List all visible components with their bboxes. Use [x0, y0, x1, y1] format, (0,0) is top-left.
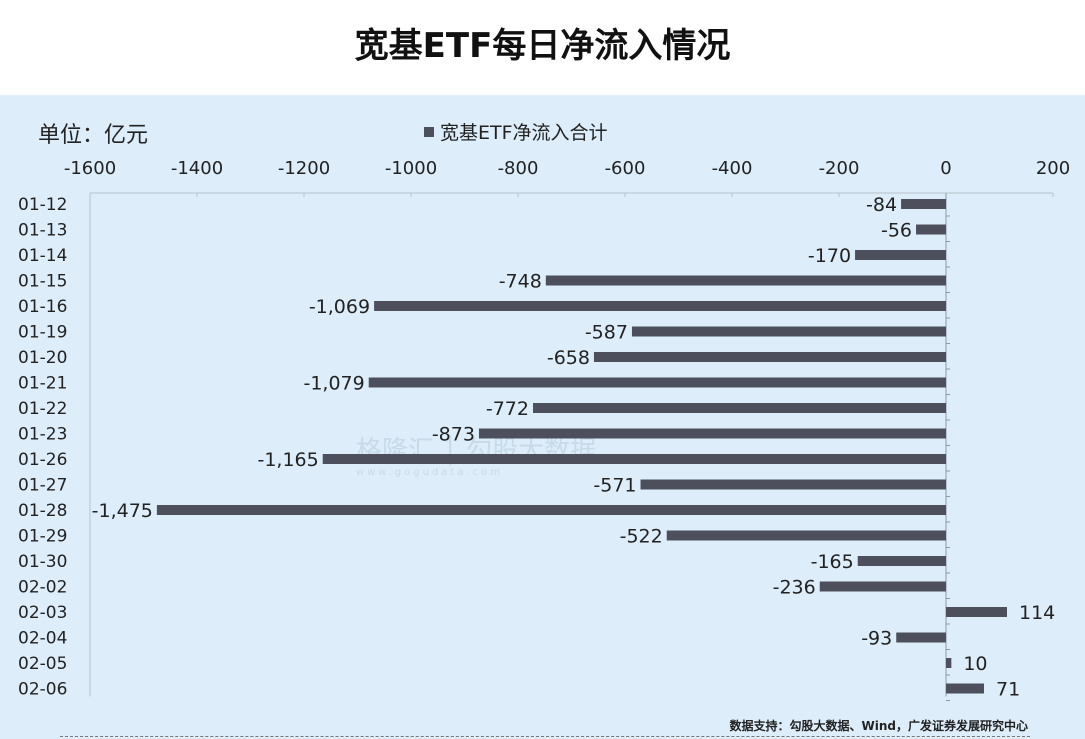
data-label: 71 [996, 679, 1020, 701]
y-category-label: 01-14 [18, 246, 67, 266]
page-title: 宽基ETF每日净流入情况 [354, 26, 731, 66]
y-category-label: 01-22 [18, 399, 67, 419]
y-category-label: 02-02 [18, 578, 67, 598]
x-tick-label: -800 [498, 158, 539, 179]
data-label: -56 [881, 220, 912, 242]
bar [156, 505, 946, 515]
x-tick-label: -1600 [64, 158, 116, 179]
bar [532, 403, 946, 413]
bar [593, 352, 946, 362]
x-tick-label: 200 [1036, 158, 1070, 179]
y-category-label: 02-05 [18, 654, 67, 674]
x-tick-label: -600 [605, 158, 646, 179]
bar [666, 530, 946, 541]
bar [368, 377, 946, 388]
watermark-sub: www.gogudata.com [356, 467, 504, 478]
bar [946, 658, 952, 668]
bar [946, 607, 1007, 617]
data-label: -1,475 [92, 500, 153, 522]
y-category-label: 01-26 [18, 450, 67, 470]
y-category-label: 01-16 [18, 297, 67, 317]
bar [855, 250, 946, 260]
x-tick-label: -1200 [278, 158, 330, 179]
header-band [0, 0, 1085, 95]
y-category-label: 01-13 [18, 221, 67, 241]
bar [640, 479, 946, 490]
x-tick-label: -1000 [385, 158, 437, 179]
legend-label: 宽基ETF净流入合计 [440, 122, 608, 144]
data-label: -658 [547, 347, 590, 369]
data-label: -170 [808, 245, 851, 267]
data-label: -571 [593, 475, 636, 497]
y-category-label: 02-04 [18, 629, 67, 649]
bar [946, 683, 984, 694]
bar [896, 632, 946, 643]
bar [322, 454, 947, 464]
y-category-label: 01-29 [18, 527, 67, 547]
data-label: -587 [585, 322, 628, 344]
data-label: -772 [486, 398, 529, 420]
y-category-label: 01-20 [18, 348, 67, 368]
x-tick-label: 0 [940, 158, 951, 179]
y-category-label: 02-06 [18, 680, 67, 700]
y-category-label: 01-19 [18, 323, 67, 343]
data-label: -748 [499, 271, 542, 293]
bar [857, 556, 946, 566]
legend: 宽基ETF净流入合计 [424, 118, 608, 145]
y-category-label: 01-30 [18, 552, 67, 572]
bar [631, 326, 946, 337]
data-label: -84 [866, 194, 897, 216]
bar [819, 581, 946, 592]
x-tick-label: -200 [819, 158, 860, 179]
y-category-label: 02-03 [18, 603, 67, 623]
data-label: -165 [811, 551, 854, 573]
data-label: -873 [432, 424, 475, 446]
y-category-label: 01-12 [18, 195, 67, 215]
bar [374, 301, 947, 311]
y-category-label: 01-21 [18, 374, 67, 394]
y-category-label: 01-23 [18, 425, 67, 445]
bar [901, 199, 946, 209]
data-label: -1,165 [257, 449, 318, 471]
legend-swatch [424, 126, 434, 137]
data-label: -93 [861, 628, 892, 650]
y-category-label: 01-28 [18, 501, 67, 521]
unit-label: 单位：亿元 [38, 123, 149, 148]
source-note: 数据支持：勾股大数据、Wind，广发证券发展研究中心 [729, 719, 1029, 733]
data-label: -522 [620, 526, 663, 548]
x-tick-label: -1400 [171, 158, 223, 179]
x-tick-label: -400 [712, 158, 753, 179]
bottom-rule [60, 736, 1030, 737]
bar [478, 428, 946, 439]
bar [545, 275, 946, 286]
data-label: 114 [1019, 602, 1055, 624]
data-label: -236 [773, 577, 816, 599]
data-label: -1,079 [303, 373, 364, 395]
data-label: 10 [963, 653, 987, 675]
bar [916, 224, 946, 235]
data-label: -1,069 [309, 296, 370, 318]
y-category-label: 01-27 [18, 476, 67, 496]
y-category-label: 01-15 [18, 272, 67, 292]
